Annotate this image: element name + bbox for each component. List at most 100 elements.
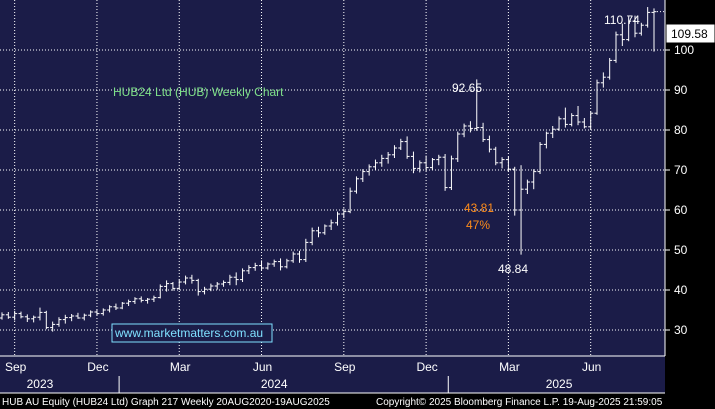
ohlc-bar [385,152,391,164]
ohlc-bar [88,310,94,318]
ohlc-bar [265,262,271,270]
x-month-label: Mar [499,360,520,374]
ohlc-bar [221,280,227,287]
ohlc-bar [119,302,125,310]
ohlc-bar [613,31,619,63]
ohlc-bar [619,23,625,46]
ohlc-bar [164,280,170,292]
annotation-fall-pct: 47% [466,218,490,232]
ohlc-bar [107,305,113,313]
ohlc-bar [145,298,151,304]
ohlc-bar [297,250,303,263]
ohlc-bar [607,58,613,80]
ohlc-bar [75,312,81,319]
y-tick-label: 70 [674,163,688,177]
y-tick-label: 40 [674,283,688,297]
ohlc-bar [651,8,657,52]
ohlc-bar [94,309,100,316]
ohlc-bar [594,79,600,115]
ohlc-bar [303,238,309,262]
ohlc-bar [575,106,581,126]
annotation-swing-low: 48.84 [498,262,528,276]
ohlc-bar [569,113,575,127]
y-tick-label: 60 [674,203,688,217]
chart-title: HUB24 Ltd (HUB) Weekly Chart [113,85,284,99]
ohlc-bar [398,138,404,150]
ohlc-bar [537,142,543,174]
ohlc-bar [322,224,328,235]
ohlc-bar [195,278,201,296]
ohlc-bar [56,317,62,327]
y-tick-label: 100 [674,43,694,57]
ohlc-bar [214,282,220,290]
footer-right: Copyright© 2025 Bloomberg Finance L.P. 1… [376,397,663,408]
ohlc-bars [0,7,657,332]
ohlc-bar [328,219,334,230]
watermark-text: www.marketmatters.com.au [114,326,263,340]
ohlc-bar [556,116,562,131]
ohlc-bar [499,157,505,169]
x-year-label: 2024 [261,377,288,391]
ohlc-bar [183,275,189,285]
ohlc-bar [43,310,49,330]
footer-left: HUB AU Equity (HUB24 Ltd) Graph 217 Week… [2,397,330,408]
x-month-label: Dec [416,360,437,374]
ohlc-bar [278,258,284,271]
ohlc-bar [259,260,265,270]
ohlc-bar [18,311,24,319]
annotation-peak-high: 110.74 [604,13,640,27]
ohlc-bar [100,308,106,316]
ohlc-bar [113,303,119,310]
ohlc-bar [126,299,132,306]
ohlc-bar [227,274,233,286]
ohlc-bar [0,312,5,320]
ohlc-bar [24,314,30,322]
grid-layer [0,0,665,356]
ohlc-bar [455,131,461,162]
ohlc-bar [290,251,296,263]
ohlc-bar [417,160,423,173]
ohlc-bar [410,151,416,174]
x-month-label: Mar [170,360,191,374]
ohlc-bar [524,179,530,194]
ohlc-bar [208,283,214,292]
ohlc-bar [518,165,524,255]
ohlc-bar [379,154,385,167]
time-axis-background [0,356,665,393]
ohlc-bar [240,268,246,282]
ohlc-bar [512,166,518,216]
ohlc-bar [550,126,556,138]
ohlc-bar [62,314,68,324]
ohlc-bar [132,297,138,304]
ohlc-bar [562,107,568,128]
ohlc-bar [252,262,258,271]
ohlc-bar [341,208,347,218]
ohlc-bar [353,176,359,194]
ohlc-bar [170,282,176,291]
ohlc-bar [638,22,644,36]
ohlc-bar [423,155,429,171]
ohlc-bar [442,154,448,191]
x-month-label: Jun [582,360,601,374]
x-year-label: 2023 [27,377,54,391]
ohlc-bar [12,310,18,321]
ohlc-bar [404,136,410,159]
ohlc-bar [81,313,87,321]
y-tick-label: 90 [674,83,688,97]
ohlc-bar [233,272,239,286]
ohlc-bar [31,315,37,323]
x-month-label: Dec [87,360,108,374]
ohlc-bar [467,121,473,133]
ohlc-bar [202,286,208,295]
last-price-box [665,23,715,44]
y-tick-label: 80 [674,123,688,137]
x-year-label: 2025 [546,377,573,391]
ohlc-bar [316,226,321,238]
ohlc-bar [543,131,549,149]
x-month-label: Sep [5,360,27,374]
ohlc-bar [486,135,492,153]
annotation-swing-high: 92.65 [452,81,482,95]
ohlc-bar [372,159,378,170]
